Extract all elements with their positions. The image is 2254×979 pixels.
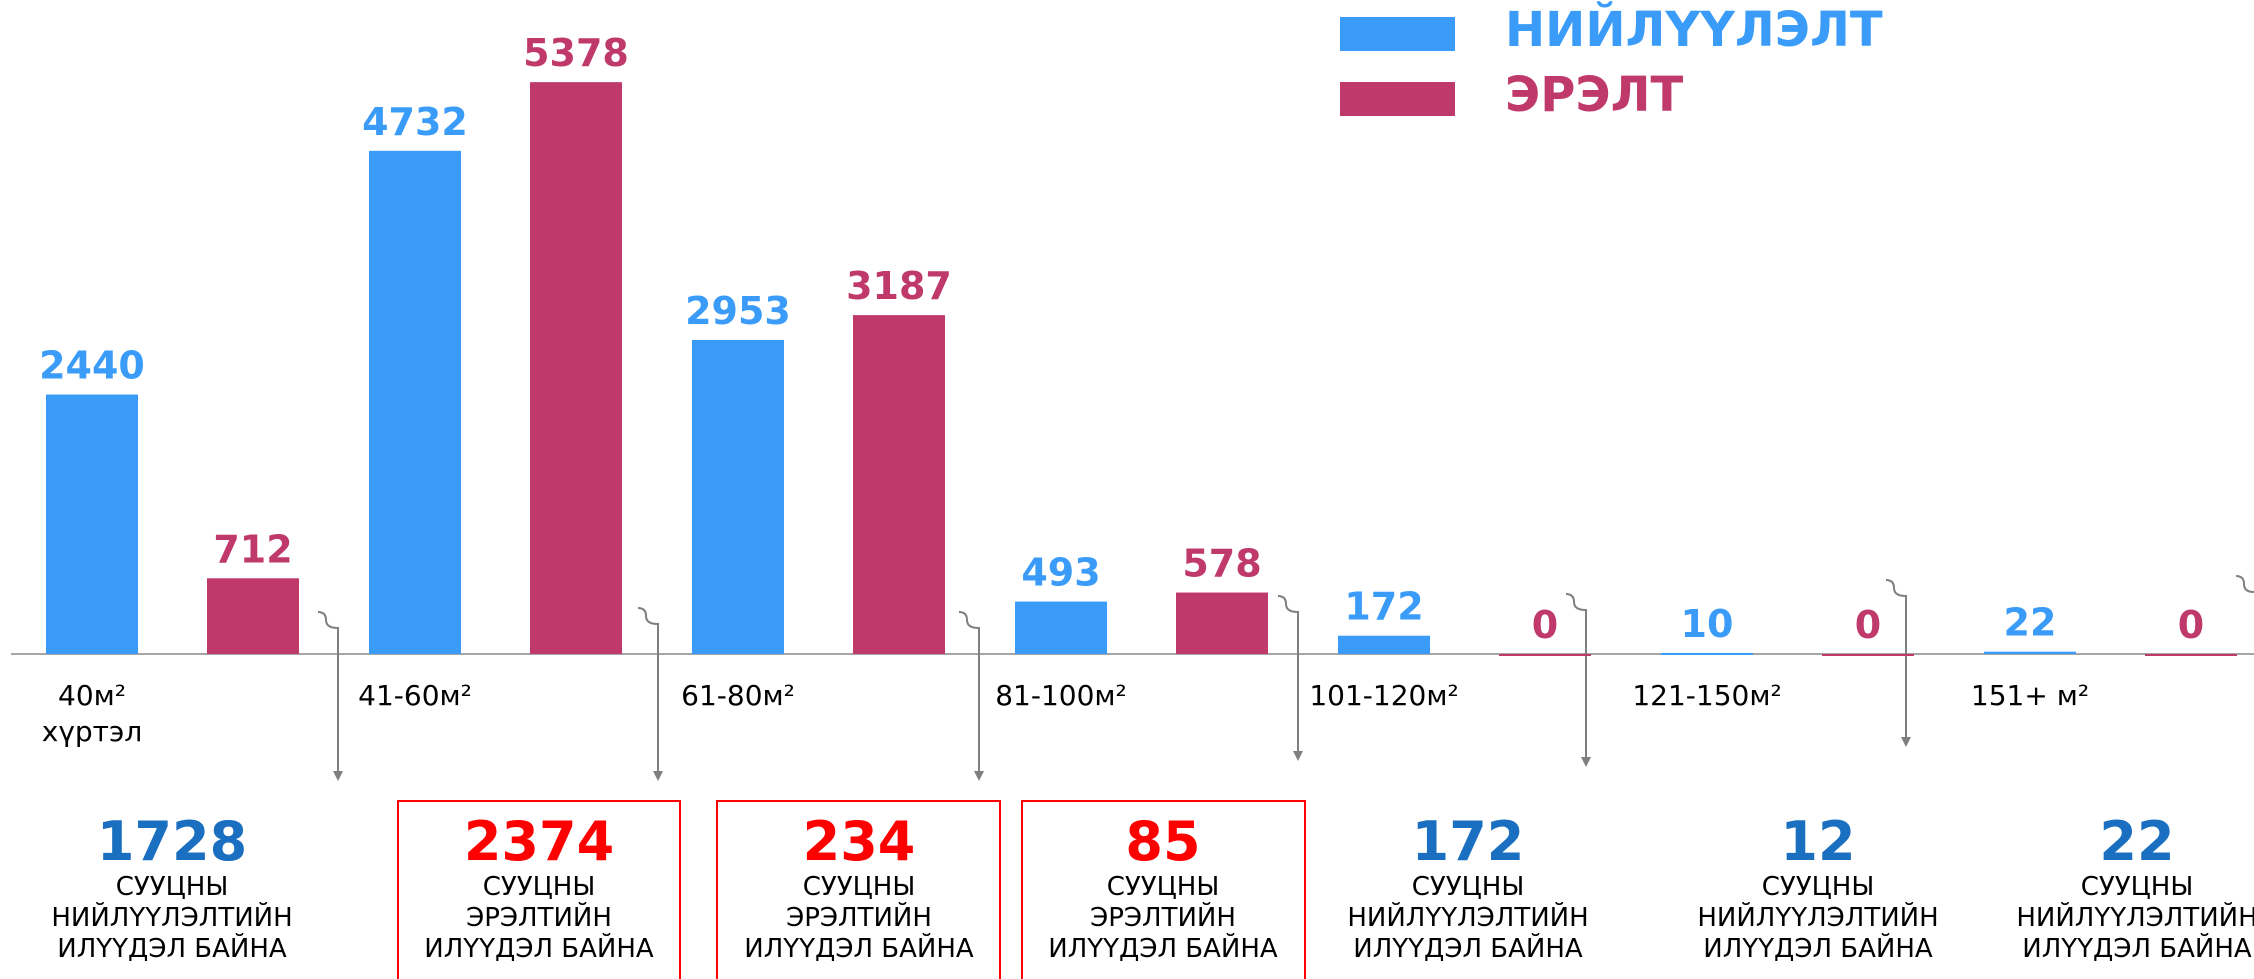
bar xyxy=(1984,651,2076,654)
bar xyxy=(1661,652,1753,655)
annotation-value: 22 xyxy=(2099,810,2175,873)
legend-swatch xyxy=(1340,17,1455,51)
annotation: 85 СУУЦНЫ ЭРЭЛТИЙН ИЛҮҮДЭЛ БАЙНА xyxy=(1013,812,1313,965)
annotation: 172 СУУЦНЫ НИЙЛҮҮЛЭЛТИЙН ИЛҮҮДЭЛ БАЙНА xyxy=(1318,812,1618,965)
bar xyxy=(1338,635,1430,654)
annotation-value: 172 xyxy=(1411,810,1525,873)
value-label: 493 xyxy=(1021,551,1100,595)
legend-swatch xyxy=(1340,82,1455,116)
bar xyxy=(853,315,945,654)
bar xyxy=(2145,654,2237,656)
legend-label: ЭРЭЛТ xyxy=(1505,67,1684,123)
value-label: 4732 xyxy=(362,100,468,144)
annotation-value: 1728 xyxy=(96,810,248,873)
value-label: 2953 xyxy=(685,289,791,333)
x-tick-label: 101-120м² xyxy=(1309,679,1459,712)
value-label: 22 xyxy=(2004,601,2057,645)
legend-label: НИЙЛҮҮЛЭЛТ xyxy=(1505,1,1883,58)
annotation-text: СУУЦНЫ НИЙЛҮҮЛЭЛТИЙН ИЛҮҮДЭЛ БАЙНА xyxy=(1347,872,1589,964)
x-tick-label: 61-80м² xyxy=(681,679,795,712)
bar xyxy=(1499,654,1591,656)
bar xyxy=(46,394,138,654)
value-label: 2440 xyxy=(39,344,145,388)
bar xyxy=(692,339,784,654)
bar xyxy=(369,150,461,654)
value-label: 578 xyxy=(1182,542,1261,586)
bar xyxy=(207,578,299,654)
annotation-value: 12 xyxy=(1780,810,1856,873)
annotation-value: 85 xyxy=(1125,810,1201,873)
value-label: 10 xyxy=(1681,602,1734,646)
value-label: 0 xyxy=(2178,603,2204,647)
arrows xyxy=(317,575,2254,781)
annotation-text: СУУЦНЫ НИЙЛҮҮЛЭЛТИЙН ИЛҮҮДЭЛ БАЙНА xyxy=(1697,872,1939,964)
annotation: 22 СУУЦНЫ НИЙЛҮҮЛЭЛТИЙН ИЛҮҮДЭЛ БАЙНА xyxy=(1987,812,2254,965)
value-label: 0 xyxy=(1532,603,1558,647)
x-tick-label: 40м² хүртэл xyxy=(41,679,143,748)
annotation-text: СУУЦНЫ ЭРЭЛТИЙН ИЛҮҮДЭЛ БАЙНА xyxy=(744,872,974,964)
annotation-value: 2374 xyxy=(463,810,615,873)
annotation-value: 234 xyxy=(802,810,916,873)
bar xyxy=(530,82,622,654)
annotation: 2374 СУУЦНЫ ЭРЭЛТИЙН ИЛҮҮДЭЛ БАЙНА xyxy=(389,812,689,965)
value-label: 5378 xyxy=(523,31,629,75)
bar xyxy=(1176,592,1268,654)
annotation-text: СУУЦНЫ НИЙЛҮҮЛЭЛТИЙН ИЛҮҮДЭЛ БАЙНА xyxy=(51,872,293,964)
annotation-text: СУУЦНЫ НИЙЛҮҮЛЭЛТИЙН ИЛҮҮДЭЛ БАЙНА xyxy=(2016,872,2254,964)
value-label: 712 xyxy=(213,527,292,571)
bar xyxy=(1822,654,1914,656)
bar xyxy=(1015,601,1107,654)
annotation-text: СУУЦНЫ ЭРЭЛТИЙН ИЛҮҮДЭЛ БАЙНА xyxy=(424,872,654,964)
value-label: 0 xyxy=(1855,603,1881,647)
x-tick-label: 151+ м² xyxy=(1970,679,2090,712)
x-tick-label: 41-60м² xyxy=(358,679,472,712)
annotation: 1728 СУУЦНЫ НИЙЛҮҮЛЭЛТИЙН ИЛҮҮДЭЛ БАЙНА xyxy=(22,812,322,965)
annotation: 12 СУУЦНЫ НИЙЛҮҮЛЭЛТИЙН ИЛҮҮДЭЛ БАЙНА xyxy=(1668,812,1968,965)
x-tick-label: 81-100м² xyxy=(995,679,1127,712)
x-tick-label: 121-150м² xyxy=(1632,679,1782,712)
annotation-text: СУУЦНЫ ЭРЭЛТИЙН ИЛҮҮДЭЛ БАЙНА xyxy=(1048,872,1278,964)
value-label: 3187 xyxy=(846,264,952,308)
highlight-boxes xyxy=(397,800,1306,979)
annotation: 234 СУУЦНЫ ЭРЭЛТИЙН ИЛҮҮДЭЛ БАЙНА xyxy=(709,812,1009,965)
value-label: 172 xyxy=(1344,585,1423,629)
